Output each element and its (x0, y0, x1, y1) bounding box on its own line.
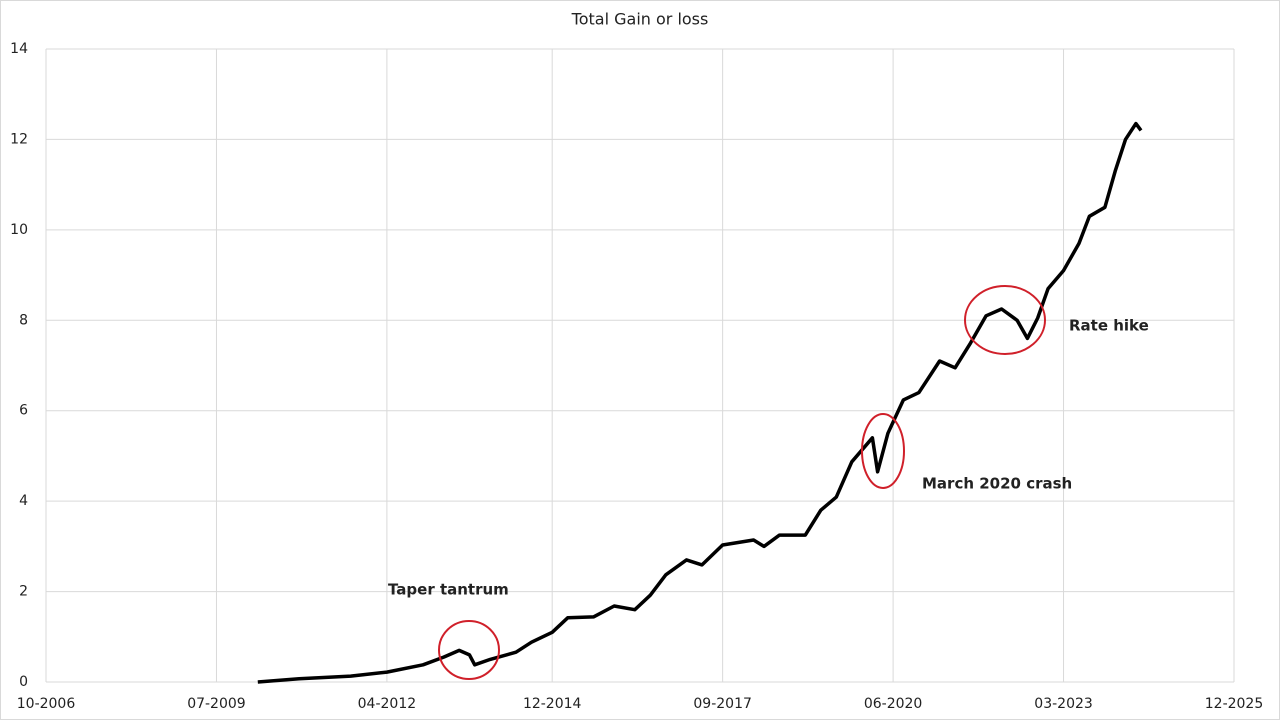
y-tick-label: 10 (10, 222, 28, 238)
x-tick-label: 09-2017 (693, 696, 752, 712)
x-tick-label: 07-2009 (187, 696, 246, 712)
annotations: Taper tantrum March 2020 crash Rate hike (388, 285, 1149, 680)
y-tick-label: 14 (10, 41, 28, 57)
annotation-circle (964, 285, 1046, 355)
y-tick-label: 2 (19, 584, 28, 600)
annotation-circle (861, 413, 905, 489)
x-tick-label: 10-2006 (17, 696, 76, 712)
y-tick-label: 12 (10, 131, 28, 147)
chart-title: Total Gain or loss (571, 10, 709, 29)
y-tick-label: 4 (19, 493, 28, 509)
annotation-circle (438, 620, 500, 680)
annotation: March 2020 crash (922, 475, 1072, 493)
line (257, 121, 1143, 684)
x-tick-label: 06-2020 (864, 696, 923, 712)
y-tick-label: 0 (19, 674, 28, 690)
y-tick-label: 6 (19, 403, 28, 419)
annotation: Taper tantrum (388, 581, 509, 599)
x-tick-label: 12-2014 (523, 696, 582, 712)
x-tick-label: 03-2023 (1034, 696, 1093, 712)
x-tick-label: 12-2025 (1205, 696, 1264, 712)
y-tick-label: 8 (19, 312, 28, 328)
annotation: Rate hike (1069, 317, 1149, 335)
x-tick-label: 04-2012 (358, 696, 417, 712)
